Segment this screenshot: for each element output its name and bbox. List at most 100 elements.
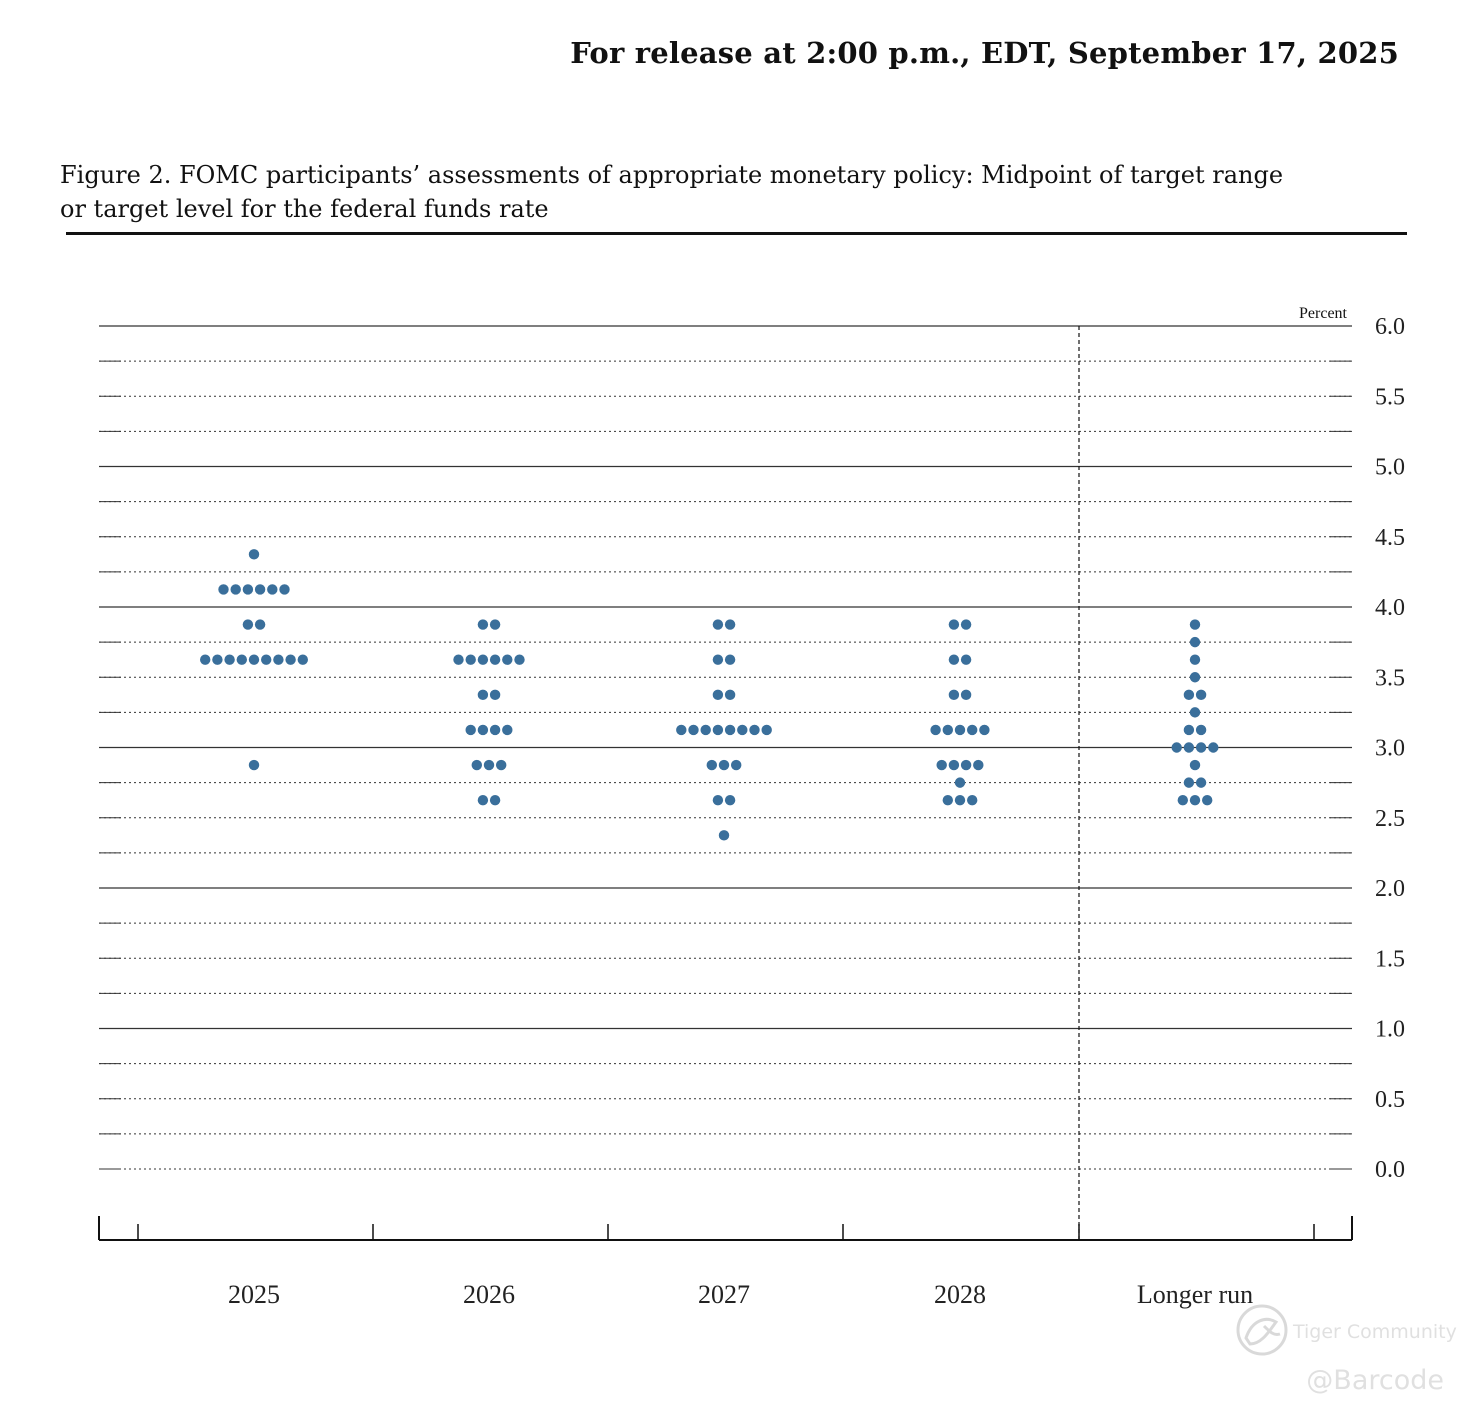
participant-dot — [724, 689, 736, 701]
participant-dot — [1202, 794, 1213, 806]
participant-dot — [973, 759, 984, 771]
y-tick-label: 0.0 — [1375, 1157, 1405, 1183]
participant-dot — [954, 794, 966, 806]
participant-dot — [960, 689, 972, 701]
participant-dot — [724, 654, 736, 665]
participant-dot — [1183, 777, 1195, 788]
participant-dot — [948, 619, 960, 630]
participant-dot — [712, 689, 724, 701]
tiger-logo-icon — [1236, 1304, 1288, 1356]
participant-dot — [242, 619, 254, 630]
participant-dot — [967, 794, 978, 806]
participant-dot — [514, 654, 525, 665]
figure-title: Figure 2. FOMC participants’ assessments… — [60, 158, 1360, 226]
participant-dot — [1177, 794, 1189, 806]
participant-dot — [1189, 794, 1201, 806]
participant-dot — [496, 759, 507, 771]
participant-dot — [712, 654, 724, 665]
participant-dot — [1189, 759, 1201, 771]
participant-dot — [700, 724, 711, 736]
participant-dot — [954, 777, 966, 788]
participant-dot — [489, 689, 501, 701]
participant-dot — [273, 654, 284, 665]
participant-dot — [285, 654, 296, 665]
participant-dot — [749, 724, 760, 736]
y-tick-label: 1.0 — [1375, 1017, 1405, 1043]
watermark: Tiger Community @Barcode — [1236, 1304, 1457, 1396]
participant-dot — [1189, 672, 1201, 683]
participant-dot — [761, 724, 772, 736]
participant-dot — [676, 724, 687, 736]
participant-dot — [1171, 742, 1182, 753]
participant-dot — [948, 759, 960, 771]
participant-dot — [1183, 689, 1195, 701]
participant-dot — [979, 724, 990, 736]
axis-labels: 0.0 0.5 1.0 1.5 2.0 2.5 3.0 3.5 4.0 4.5 5.0 5.5 6.0 2… — [228, 314, 1405, 1309]
y-tick-label: 6.0 — [1375, 314, 1405, 340]
y-tick-label: 3.0 — [1375, 736, 1405, 762]
y-tick-label: 5.5 — [1375, 384, 1405, 410]
participant-dot — [954, 724, 966, 736]
title-rule — [66, 232, 1407, 235]
participant-dot — [724, 619, 736, 630]
participant-dot — [224, 654, 235, 665]
participant-dot — [489, 724, 501, 736]
participant-dot — [297, 654, 308, 665]
participant-dot — [254, 584, 266, 595]
x-category-label: 2028 — [934, 1280, 986, 1309]
participant-dot — [960, 654, 972, 665]
participant-dot — [477, 689, 489, 701]
participant-dot — [712, 794, 724, 806]
participant-dot — [942, 794, 953, 806]
participant-dot — [200, 654, 211, 665]
participant-dot — [236, 654, 247, 665]
participant-dot — [267, 584, 278, 595]
y-tick-label: 5.0 — [1375, 455, 1405, 481]
participant-dot — [1195, 724, 1207, 736]
participant-dot — [477, 794, 489, 806]
participant-dot — [254, 619, 266, 630]
participant-dot — [489, 654, 501, 665]
y-tick-label: 2.0 — [1375, 876, 1405, 902]
participant-dot — [218, 584, 229, 595]
participant-dot — [948, 654, 960, 665]
y-tick-label: 0.5 — [1375, 1087, 1405, 1113]
participant-dot — [688, 724, 699, 736]
participant-dot — [248, 759, 260, 771]
participant-dot — [230, 584, 241, 595]
participant-dot — [248, 654, 260, 665]
x-category-label: 2025 — [228, 1280, 280, 1309]
participant-dot — [967, 724, 978, 736]
participant-dot — [471, 759, 482, 771]
participant-dot — [724, 794, 736, 806]
participant-dot — [489, 619, 501, 630]
participant-dot — [936, 759, 947, 771]
y-tick-label: 2.5 — [1375, 806, 1405, 832]
figure-title-line-2: or target level for the federal funds ra… — [60, 195, 549, 223]
participant-dot — [1195, 689, 1207, 701]
y-tick-label: 1.5 — [1375, 946, 1405, 972]
grid-lines — [99, 325, 1352, 1240]
participant-dot — [465, 724, 476, 736]
x-category-label: 2027 — [698, 1280, 750, 1309]
participant-dot — [930, 724, 941, 736]
participant-dot — [261, 654, 272, 665]
watermark-handle: @Barcode — [1306, 1365, 1444, 1396]
participant-dot — [477, 654, 489, 665]
participant-dot — [712, 724, 724, 736]
participant-dot — [1183, 742, 1195, 753]
participant-dot — [248, 549, 260, 560]
participant-dot — [1195, 777, 1207, 788]
participant-dot — [960, 759, 972, 771]
unit-label: Percent — [1299, 305, 1348, 322]
participant-dot — [718, 759, 730, 771]
participant-dot — [1189, 654, 1201, 665]
participant-dot — [1195, 742, 1207, 753]
participant-dot — [212, 654, 223, 665]
participant-dot — [502, 654, 513, 665]
participant-dot — [477, 619, 489, 630]
participant-dot — [712, 619, 724, 630]
participant-dot — [1189, 636, 1201, 648]
figure-title-line-1: Figure 2. FOMC participants’ assessments… — [60, 161, 1284, 189]
